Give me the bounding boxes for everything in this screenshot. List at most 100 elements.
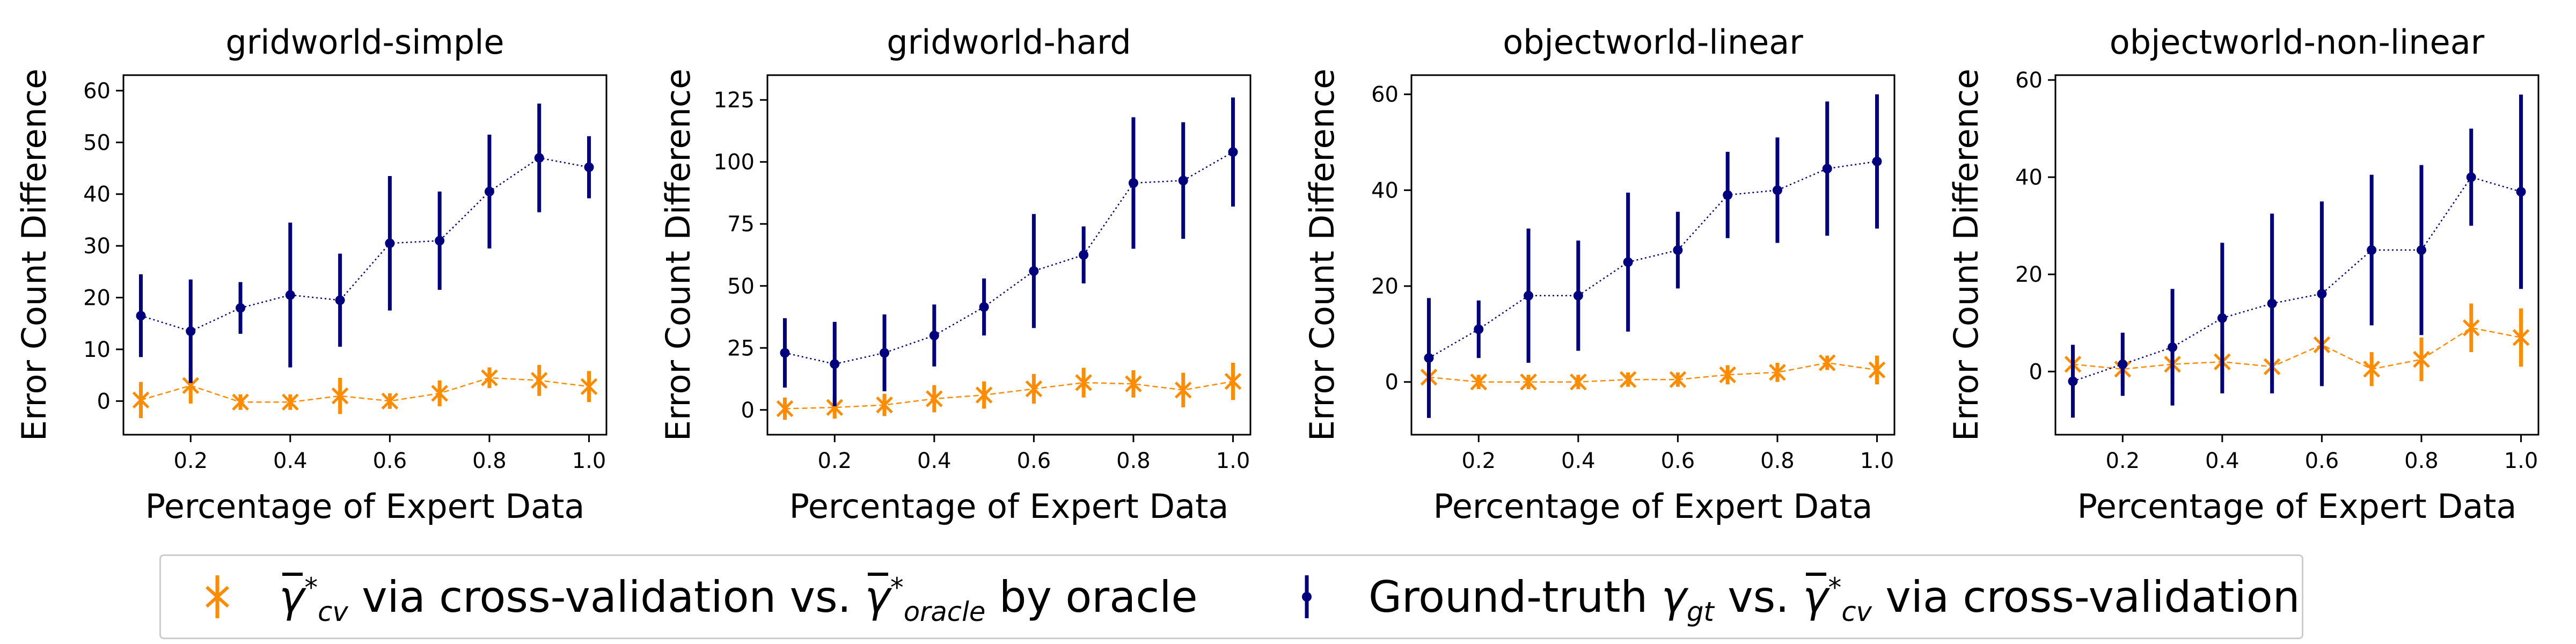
data-point: [929, 331, 939, 341]
x-marker-stroke: [481, 369, 498, 386]
data-point: [2466, 172, 2476, 182]
x-tick-label: 0.2: [173, 449, 208, 473]
data-point: [1524, 290, 1534, 301]
legend-x-marker-b: [205, 586, 230, 608]
x-tick-label: 0.2: [817, 449, 852, 473]
data-point: [136, 311, 146, 321]
gt-series-line: [785, 151, 1234, 365]
plot-frame: [122, 74, 608, 436]
x-tick-label: 0.4: [273, 449, 308, 473]
chart-panel-1: gridworld-simple 0.2 0.4 0.6 0.8 1.0 0 10 20 30 40…: [14, 23, 608, 526]
data-point: [1470, 373, 1488, 391]
y-axis-label: Error Count Difference: [658, 69, 698, 441]
y-tick-label: 75: [727, 212, 755, 237]
gt-series: [780, 97, 1238, 406]
data-point: [530, 372, 548, 389]
x-tick-label: 1.0: [2504, 449, 2538, 473]
y-axis-label: Error Count Difference: [1302, 69, 1342, 441]
y-tick-label: 40: [83, 182, 111, 207]
data-point: [2367, 245, 2377, 255]
x-marker-stroke: [1224, 372, 1242, 390]
x-marker-stroke: [1025, 380, 1043, 398]
data-point: [584, 162, 594, 172]
legend-label-gt: Ground-truth γgt vs. γ*cv via cross-vali…: [1368, 572, 2300, 627]
cv-series-line: [785, 380, 1233, 409]
plot-frame: [2054, 74, 2540, 436]
data-point: [580, 378, 598, 396]
data-point: [1619, 371, 1637, 389]
data-point: [2416, 245, 2426, 255]
cv-series: [2064, 303, 2530, 386]
y-tick-label: 60: [2015, 68, 2043, 93]
x-marker-stroke: [580, 378, 598, 396]
x-tick-label: 1.0: [1860, 449, 1894, 473]
data-point: [1224, 372, 1242, 390]
chart-title: objectworld-non-linear: [2110, 23, 2485, 62]
gt-series-line: [141, 157, 589, 332]
y-tick-label: 50: [83, 130, 111, 155]
cv-series: [776, 363, 1242, 420]
x-axis-label: Percentage of Expert Data: [145, 487, 585, 526]
x-marker-stroke: [182, 377, 200, 394]
legend-label-cv: γ*cv via cross-validation vs. γ*oracle b…: [279, 572, 1198, 627]
data-point: [1868, 361, 1886, 379]
x-axis-label: Percentage of Expert Data: [1433, 487, 1873, 526]
x-marker-stroke: [1470, 373, 1488, 391]
y-tick-label: 60: [1371, 83, 1399, 107]
x-tick-label: 0.2: [2105, 449, 2140, 473]
data-point: [1025, 380, 1043, 398]
data-point: [236, 303, 246, 313]
legend-marker-cv: [205, 575, 230, 618]
y-tick-label: 20: [2015, 262, 2043, 287]
data-point: [1769, 364, 1786, 381]
x-tick-label: 0.8: [1116, 449, 1151, 473]
data-point: [484, 186, 494, 196]
x-tick-label: 0.6: [2305, 449, 2339, 473]
data-point: [186, 326, 196, 336]
data-point: [876, 396, 893, 414]
x-tick-label: 1.0: [572, 449, 606, 473]
cv-series-line: [141, 377, 589, 403]
y-axis-label: Error Count Difference: [1946, 69, 1986, 441]
data-point: [331, 387, 349, 405]
data-point: [1174, 382, 1192, 399]
y-axis-label: Error Count Difference: [14, 69, 54, 441]
data-point: [1075, 374, 1092, 391]
x-tick-label: 0.6: [373, 449, 407, 473]
data-point: [926, 390, 943, 407]
data-point: [1520, 373, 1537, 391]
data-point: [1474, 324, 1484, 334]
y-tick-label: 50: [727, 274, 755, 299]
cv-series: [1420, 354, 1886, 391]
data-point: [2217, 313, 2227, 323]
y-tick-label: 40: [1371, 178, 1399, 203]
cv-series: [132, 364, 598, 419]
x-tick-label: 0.4: [2205, 449, 2240, 473]
x-tick-label: 0.8: [472, 449, 507, 473]
x-tick-label: 0.8: [1760, 449, 1795, 473]
data-point: [2462, 319, 2480, 336]
data-point: [880, 348, 890, 358]
gt-series-line: [2073, 176, 2521, 382]
y-tick-label: 0: [1385, 370, 1399, 395]
data-point: [830, 359, 840, 369]
data-point: [232, 393, 249, 411]
data-point: [381, 392, 399, 410]
plot-frame: [1410, 74, 1896, 436]
data-point: [431, 385, 448, 402]
x-marker-stroke: [776, 400, 794, 418]
data-point: [826, 399, 844, 416]
data-point: [534, 153, 544, 163]
legend-dot-marker: [1302, 592, 1312, 602]
chart-title: gridworld-hard: [887, 23, 1131, 62]
gt-series: [136, 104, 594, 383]
x-marker-stroke: [530, 372, 548, 389]
data-point: [975, 386, 993, 404]
data-point: [182, 377, 200, 394]
x-marker-stroke: [1868, 361, 1886, 379]
data-point: [1872, 156, 1882, 166]
legend-marker-gt: [1302, 575, 1312, 618]
data-point: [2317, 289, 2327, 299]
x-marker-stroke: [1719, 366, 1736, 384]
